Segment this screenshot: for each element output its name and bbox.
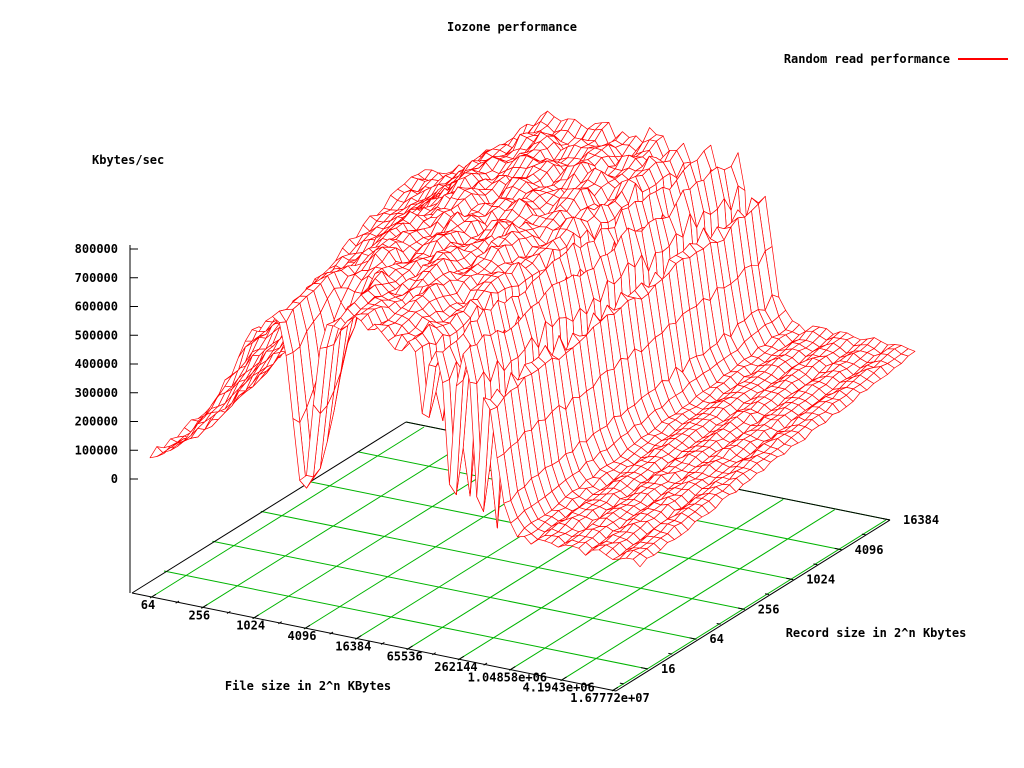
y-tick-label: 16384	[903, 513, 939, 527]
x-tick-label: 65536	[387, 650, 423, 664]
z-tick-label: 0	[111, 472, 118, 486]
legend: Random read performance	[784, 52, 1008, 66]
tick-labels: 64 256 1024 4096 16384 65536 2621441.04858e+06…	[75, 242, 939, 705]
y-axis-line	[615, 519, 891, 692]
y-tick-label: 1024	[806, 573, 835, 587]
z-tick-label: 100000	[75, 443, 118, 457]
z-tick-label: 700000	[75, 271, 118, 285]
y-axis-title: Record size in 2^n Kbytes	[785, 626, 967, 640]
x-tick-label: 1024	[236, 619, 265, 633]
y-tick-label: 4096	[855, 543, 884, 557]
x-tick-label: 262144	[434, 660, 477, 674]
z-tick-label: 300000	[75, 386, 118, 400]
x-tick-label: 1.04858e+06	[468, 670, 547, 684]
z-tick-label: 500000	[75, 328, 118, 342]
x-tick-label: 4.1943e+06	[523, 681, 595, 695]
x-tick-label: 256	[188, 608, 210, 622]
y-tick-label: 256	[758, 602, 780, 616]
y-tick-label: 16	[661, 662, 675, 676]
x-tick-label: 64	[141, 598, 155, 612]
z-axis-title: Kbytes/sec	[92, 153, 165, 167]
y-tick-label: 64	[709, 632, 723, 646]
x-tick-label: 1.67772e+07	[570, 691, 649, 705]
tick-marks	[130, 248, 891, 692]
z-tick-label: 600000	[75, 300, 118, 314]
x-tick-label: 4096	[288, 629, 317, 643]
legend-series-label: Random read performance	[783, 52, 950, 66]
legend-line-sample-icon	[958, 58, 1008, 60]
z-tick-label: 400000	[75, 357, 118, 371]
x-tick-label: 16384	[335, 639, 371, 653]
z-tick-label: 200000	[75, 415, 118, 429]
x-axis-title: File size in 2^n KBytes	[224, 679, 392, 693]
z-tick-label: 800000	[75, 242, 118, 256]
surface-mesh	[149, 110, 916, 568]
plot-title: Iozone performance	[446, 20, 578, 34]
